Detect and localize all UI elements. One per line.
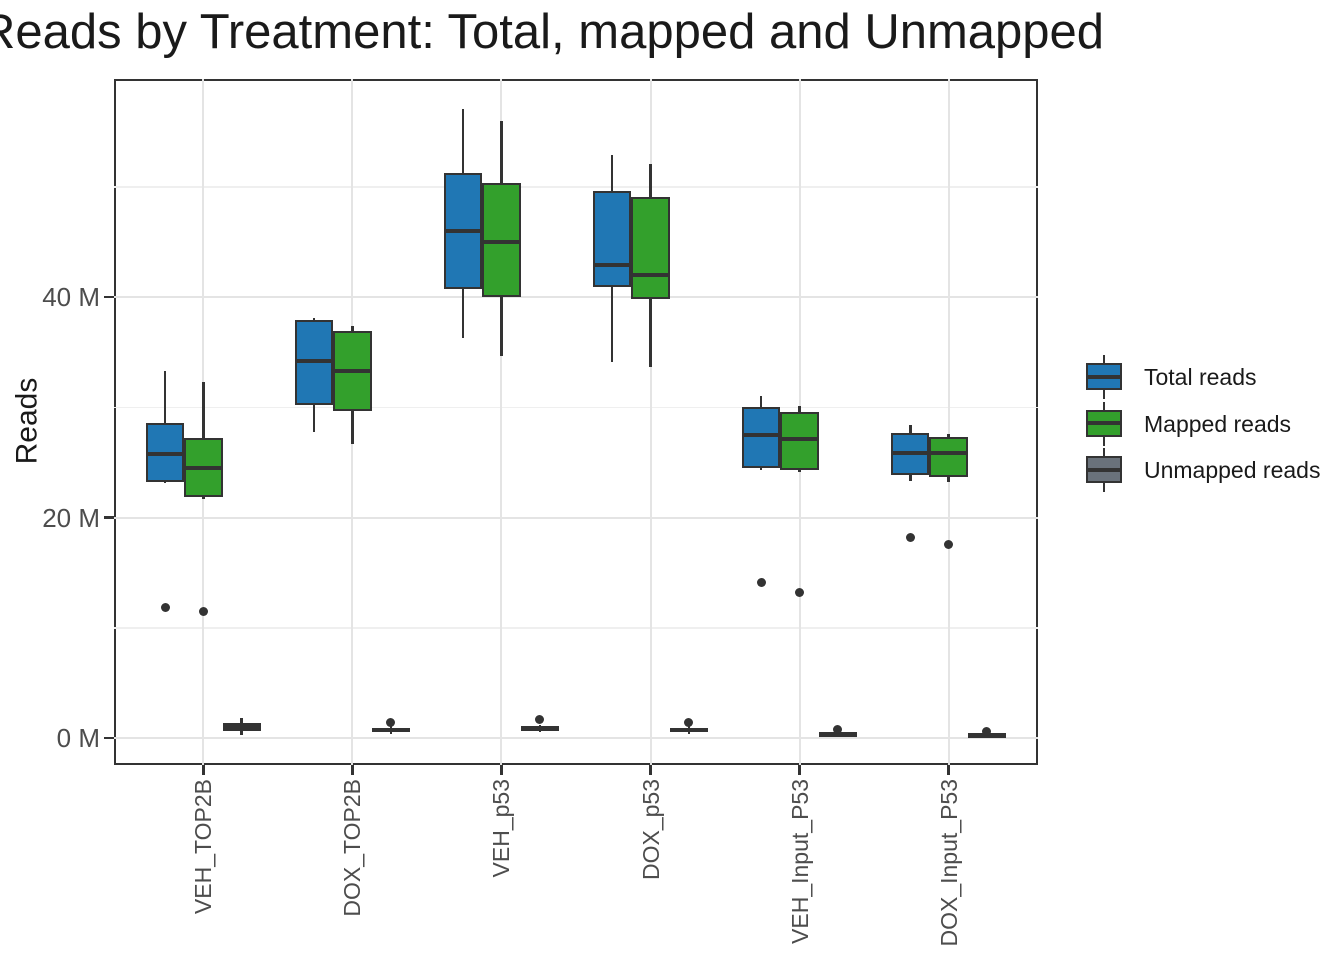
gridline-horizontal-minor bbox=[114, 627, 1038, 629]
boxplot-median bbox=[482, 240, 521, 245]
x-tick-label: DOX_p53 bbox=[637, 779, 664, 881]
legend-label: Total reads bbox=[1144, 364, 1257, 390]
outlier-point bbox=[386, 718, 396, 728]
x-tick-mark bbox=[351, 765, 354, 775]
y-tick-mark bbox=[104, 295, 114, 299]
legend-key-median bbox=[1088, 421, 1120, 425]
legend: Total reads Mapped reads Unmapped reads bbox=[1080, 348, 1344, 498]
y-tick-label: 0 M bbox=[56, 723, 100, 753]
x-tick-label: VEH_TOP2B bbox=[190, 779, 217, 915]
y-tick-mark bbox=[104, 736, 114, 740]
outlier-point bbox=[944, 539, 954, 549]
y-tick-label: 40 M bbox=[42, 282, 100, 313]
legend-key-median bbox=[1088, 467, 1120, 472]
outlier-point bbox=[905, 532, 915, 542]
outlier-point bbox=[684, 718, 694, 728]
boxplot-box bbox=[742, 407, 781, 468]
legend-label: Unmapped reads bbox=[1144, 457, 1321, 483]
outlier-point bbox=[833, 724, 843, 734]
y-tick-label: 20 M bbox=[42, 502, 100, 533]
outlier-point bbox=[198, 606, 208, 616]
outlier-point bbox=[795, 588, 805, 598]
outlier-point bbox=[756, 578, 766, 588]
gridline-horizontal-major bbox=[114, 296, 1038, 299]
legend-label: Mapped reads bbox=[1144, 410, 1292, 437]
y-tick-mark bbox=[104, 516, 114, 519]
boxplot-median bbox=[742, 432, 781, 437]
outlier-point bbox=[160, 603, 170, 613]
boxplot-box bbox=[482, 182, 521, 298]
gridline-horizontal-major bbox=[114, 516, 1038, 519]
x-tick-label: DOX_Input_P53 bbox=[935, 779, 962, 947]
boxplot-median bbox=[222, 724, 261, 729]
x-tick-label: VEH_p53 bbox=[488, 779, 515, 878]
page-title: Reads by Treatment: Total, mapped and Un… bbox=[0, 5, 1105, 59]
x-tick-label: DOX_TOP2B bbox=[339, 779, 366, 917]
boxplot-median bbox=[593, 263, 632, 268]
boxplot-median bbox=[780, 437, 819, 442]
outlier-point bbox=[982, 726, 992, 736]
boxplot-median bbox=[145, 451, 185, 456]
gridline-vertical-major bbox=[649, 79, 652, 765]
boxplot-median bbox=[891, 450, 930, 455]
boxplot-box bbox=[631, 196, 670, 300]
gridline-vertical-major bbox=[947, 79, 950, 765]
boxplot-box bbox=[593, 191, 632, 288]
outlier-point bbox=[535, 714, 545, 724]
boxplot-median bbox=[333, 369, 372, 374]
gridline-horizontal-minor bbox=[114, 186, 1038, 188]
boxplot-median bbox=[371, 727, 410, 732]
gridline-vertical-major bbox=[500, 79, 503, 765]
gridline-horizontal-minor bbox=[114, 406, 1038, 409]
legend-key-unmapped-reads bbox=[1086, 448, 1122, 492]
boxplot-median bbox=[669, 728, 708, 733]
legend-key-mapped-reads bbox=[1086, 401, 1122, 446]
boxplot-median bbox=[294, 359, 334, 364]
boxplot-median bbox=[520, 726, 559, 731]
x-tick-mark bbox=[649, 765, 652, 775]
boxplot-median bbox=[818, 732, 857, 737]
boxplot-median bbox=[631, 273, 670, 278]
boxplot-median bbox=[184, 466, 223, 470]
boxplot-box bbox=[929, 437, 968, 477]
x-tick-label: VEH_Input_P53 bbox=[786, 779, 813, 944]
x-tick-mark bbox=[500, 765, 503, 775]
gridline-horizontal-major bbox=[114, 737, 1038, 739]
x-tick-mark bbox=[202, 765, 205, 775]
boxplot-median bbox=[929, 450, 968, 455]
legend-key-median bbox=[1088, 374, 1120, 379]
legend-key-total-reads bbox=[1086, 355, 1122, 399]
x-tick-mark bbox=[947, 765, 950, 775]
plot-panel bbox=[114, 79, 1038, 765]
x-tick-mark bbox=[798, 765, 801, 775]
boxplot-median bbox=[444, 229, 483, 234]
